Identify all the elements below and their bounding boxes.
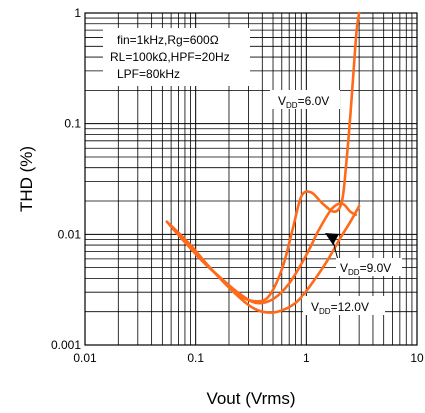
plot-frame [84,12,418,346]
conditions-box: fin=1kHz,Rg=600Ω RL=100kΩ,HPF=20Hz LPF=8… [103,28,250,86]
label-vdd-12v-text: VDD=12.0V [311,300,369,316]
y-tick-label: 0.01 [58,227,82,241]
y-tick-label: 1 [74,6,81,20]
arrow-vdd-9v [332,240,339,261]
conditions-box-bg [103,28,250,86]
condition-line-3: LPF=80kHz [117,67,180,81]
x-axis-label: Vout (Vrms) [206,389,295,408]
x-tick-labels: 0.01 0.1 1 10 [73,351,424,365]
condition-line-1: fin=1kHz,Rg=600Ω [117,33,219,47]
series-layer [165,11,361,314]
label-vdd-9v-bg [336,258,402,276]
y-tick-labels: 0.001 0.01 0.1 1 [51,6,81,352]
label-vdd-6v: VDD=6.0V [270,90,340,110]
y-axis-label: THD (%) [17,146,36,212]
x-tick-label: 1 [303,351,310,365]
arrow-head-vdd-9v-icon [325,233,339,245]
label-vdd-9v: VDD=9.0V [325,233,402,277]
y-tick-label: 0.001 [51,338,81,352]
label-vdd-6v-bg [270,90,340,109]
label-vdd-12v-bg [303,296,385,315]
y-tick-label: 0.1 [64,117,81,131]
x-tick-label: 0.01 [73,351,97,365]
label-vdd-6v-text: VDD=6.0V [278,94,329,110]
x-tick-label: 0.1 [187,351,204,365]
condition-line-2: RL=100kΩ,HPF=20Hz [110,50,230,64]
x-tick-label: 10 [410,351,424,365]
label-vdd-12v: VDD=12.0V [303,296,385,316]
label-vdd-9v-text: VDD=9.0V [340,261,391,277]
series-line-vdd-12-0v [169,204,361,314]
